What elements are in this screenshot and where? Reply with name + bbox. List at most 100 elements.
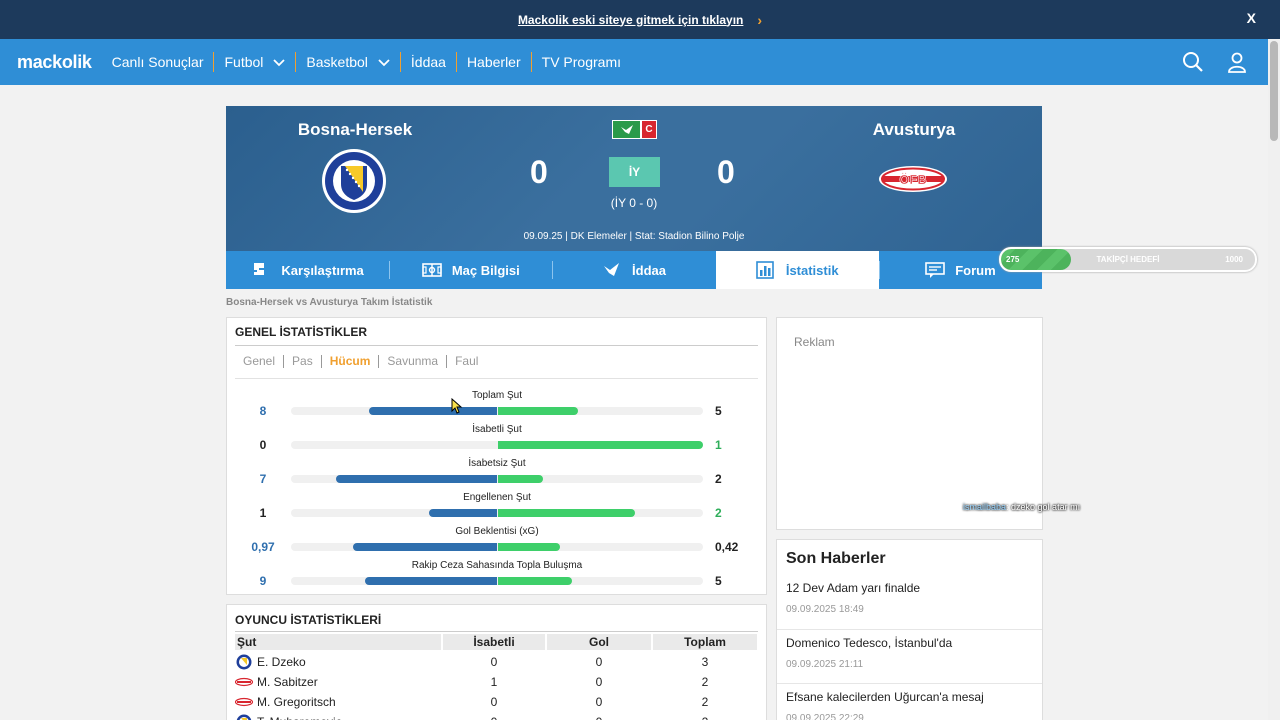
- nav-item[interactable]: Futbol: [213, 52, 295, 72]
- tab-comparison[interactable]: Karşılaştırma: [226, 251, 389, 289]
- player-isabetli-cell: 0: [490, 655, 498, 669]
- nav-item[interactable]: Haberler: [455, 52, 531, 72]
- nav-icons: [1182, 51, 1248, 73]
- stat-row: İsabetli Şut 0 1: [227, 424, 768, 458]
- main-nav: mackolik Canlı Sonuçlar Futbol Basketbol İd…: [0, 39, 1268, 85]
- nav-item[interactable]: Canlı Sonuçlar: [112, 52, 214, 72]
- iddaa-icon: [604, 263, 620, 276]
- subtab-savunma[interactable]: Savunma: [378, 355, 446, 368]
- away-team-crest[interactable]: ÖFB: [878, 164, 948, 194]
- player-row[interactable]: T. Muharemovic002: [235, 712, 759, 720]
- nav-item-label: Basketbol: [306, 54, 368, 70]
- stat-row: Toplam Şut 8 5: [227, 390, 768, 424]
- player-row[interactable]: E. Dzeko 0 0 3: [235, 652, 759, 672]
- search-icon[interactable]: [1182, 51, 1204, 73]
- ad-panel: Reklam: [776, 317, 1043, 530]
- news-item[interactable]: Domenico Tedesco, İstanbul'da 09.09.2025 …: [777, 629, 1042, 683]
- tab-pitch[interactable]: Maç Bilgisi: [389, 251, 552, 289]
- nav-item[interactable]: TV Programı: [530, 52, 631, 72]
- stat-bar-track: [291, 509, 703, 517]
- stats-subtabs: Genel Pas Hücum Savunma Faul: [243, 355, 486, 368]
- follower-goal-widget: 275 TAKİPÇİ HEDEFİ 1000: [999, 247, 1257, 272]
- stat-home-bar: [353, 543, 497, 551]
- old-site-link[interactable]: Mackolik eski siteye gitmek için tıklayı…: [517, 12, 744, 27]
- player-gol-cell: 0: [595, 695, 603, 709]
- stat-bar-track: [291, 407, 703, 415]
- stat-away-bar: [498, 509, 635, 517]
- player-name[interactable]: M. Gregoritsch: [257, 695, 336, 709]
- stat-home-bar: [365, 577, 497, 585]
- away-team-name[interactable]: Avusturya: [872, 120, 956, 139]
- match-header: Bosna-Hersek Avusturya ÖFB C 0 İY 0 (İY …: [226, 106, 1042, 251]
- away-crest-text: ÖFB: [899, 172, 926, 187]
- news-headline[interactable]: Domenico Tedesco, İstanbul'da: [786, 636, 953, 650]
- match-info: 09.09.25 | DK Elemeler | Stat: Stadion B…: [523, 231, 745, 242]
- home-team-crest[interactable]: [321, 148, 387, 214]
- stat-bar-track: [291, 577, 703, 585]
- scrollbar-thumb[interactable]: [1270, 41, 1278, 141]
- nav-item[interactable]: İddaa: [399, 52, 456, 72]
- promo-bar: Mackolik eski siteye gitmek için tıklayı…: [0, 0, 1280, 39]
- stat-away-bar: [498, 441, 703, 449]
- general-stats-panel: GENEL İSTATİSTİKLER Genel Pas Hücum Savunma…: [226, 317, 767, 595]
- subtab-hücum[interactable]: Hücum: [320, 355, 379, 368]
- stat-home-value: 1: [259, 506, 267, 520]
- news-item[interactable]: Efsane kalecilerden Uğurcan'a mesaj 09.09…: [777, 683, 1042, 720]
- chevron-right-icon[interactable]: ›: [757, 11, 763, 28]
- stat-home-bar: [369, 407, 497, 415]
- follower-goal: 1000: [1225, 255, 1243, 264]
- divider: [235, 631, 758, 632]
- subtab-faul[interactable]: Faul: [446, 355, 486, 368]
- player-gol-cell: 0: [595, 655, 603, 669]
- tab-iddaa[interactable]: İddaa: [552, 251, 715, 289]
- news-headline[interactable]: Efsane kalecilerden Uğurcan'a mesaj: [786, 690, 984, 704]
- tab-bar-chart[interactable]: İstatistik: [715, 251, 879, 289]
- nav-item[interactable]: Basketbol: [295, 52, 399, 72]
- news-headline[interactable]: 12 Dev Adam yarı finalde: [786, 581, 921, 595]
- user-icon[interactable]: [1226, 51, 1248, 73]
- home-team-name[interactable]: Bosna-Hersek: [297, 120, 413, 139]
- stat-away-value: 2: [715, 506, 722, 520]
- subtab-pas[interactable]: Pas: [283, 355, 321, 368]
- player-table-header: Şut İsabetli Gol Toplam: [235, 634, 759, 650]
- stat-away-bar: [498, 543, 560, 551]
- player-toplam-cell: 2: [653, 715, 757, 720]
- match-tabs: Karşılaştırma Maç Bilgisi İddaa İstatistik F…: [226, 251, 1042, 289]
- tab-forum[interactable]: Forum: [878, 251, 1042, 289]
- chat-message: ismailbaba: dzeko gol atar mı: [963, 502, 1080, 512]
- stat-away-value: 5: [715, 574, 722, 588]
- player-name-cell: M. Gregoritsch: [235, 694, 336, 710]
- player-row[interactable]: M. Gregoritsch 0 0 2: [235, 692, 759, 712]
- tab-label: Maç Bilgisi: [451, 262, 520, 278]
- player-name[interactable]: T. Muharemovic: [257, 715, 342, 720]
- stat-row: İsabetsiz Şut 7 2: [227, 458, 768, 492]
- chevron-down-icon[interactable]: [378, 56, 390, 68]
- news-time: 09.09.2025 22:29: [786, 713, 864, 720]
- player-name[interactable]: E. Dzeko: [257, 655, 306, 669]
- stat-label: Toplam Şut: [471, 390, 523, 401]
- player-toplam-cell: 2: [701, 675, 709, 689]
- stat-row: Rakip Ceza Sahasında Topla Buluşma 9 5: [227, 560, 768, 594]
- stat-away-bar: [498, 475, 543, 483]
- scrollbar[interactable]: [1268, 39, 1280, 720]
- player-isabetli-cell: 0: [443, 715, 545, 720]
- player-row[interactable]: M. Sabitzer 1 0 2: [235, 672, 759, 692]
- site-logo[interactable]: mackolik: [17, 51, 92, 72]
- home-score: 0: [530, 154, 548, 190]
- close-promo-button[interactable]: X: [1246, 10, 1256, 26]
- tab-label: İddaa: [632, 262, 666, 278]
- c-badge[interactable]: C: [641, 120, 657, 139]
- home-crest-icon: [236, 714, 252, 720]
- chevron-down-icon[interactable]: [273, 56, 286, 68]
- iddaa-badge-icon[interactable]: [612, 120, 641, 139]
- tab-label: Karşılaştırma: [281, 262, 364, 278]
- subtab-genel[interactable]: Genel: [243, 354, 276, 368]
- divider: [235, 378, 758, 379]
- news-item[interactable]: 12 Dev Adam yarı finalde 09.09.2025 18:49: [777, 575, 1042, 629]
- stat-home-value: 8: [259, 404, 267, 418]
- stat-label: Engellenen Şut: [463, 492, 531, 503]
- stat-away-value: 2: [715, 472, 722, 486]
- match-badges: C: [612, 120, 657, 139]
- nav-item-label: İddaa: [410, 54, 446, 70]
- player-name[interactable]: M. Sabitzer: [257, 675, 318, 689]
